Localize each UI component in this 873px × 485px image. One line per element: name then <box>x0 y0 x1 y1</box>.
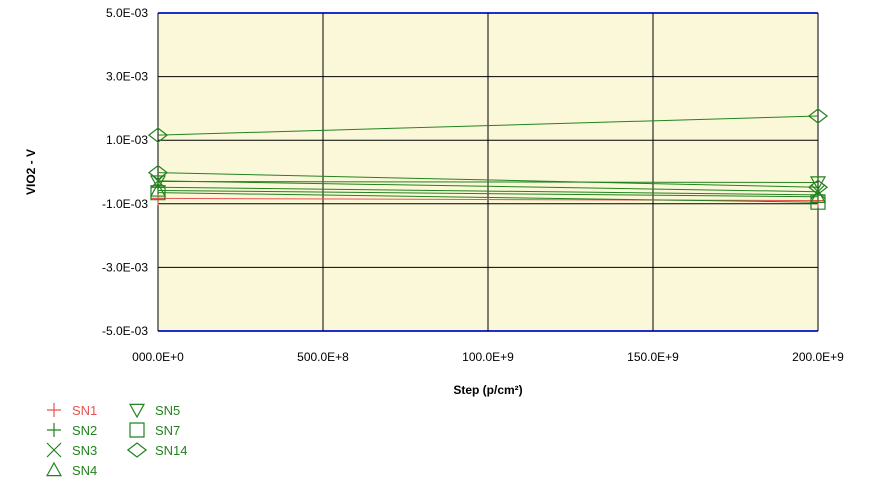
x-tick-labels: 000.0E+0 500.0E+8 100.0E+9 150.0E+9 200.0E+9 <box>132 350 844 364</box>
y-tick-label: -3.0E-03 <box>102 260 148 274</box>
series-line <box>157 115 819 136</box>
legend-label: SN5 <box>155 403 180 418</box>
data-point <box>147 127 169 143</box>
legend-item: SN7 <box>129 422 180 438</box>
series-line <box>157 180 819 193</box>
legend-marker <box>128 403 146 419</box>
legend-marker <box>47 423 61 437</box>
x-axis-title: Step (p/cm²) <box>453 383 522 397</box>
y-axis-title: VIO2 - V <box>24 149 38 195</box>
data-point <box>807 179 829 196</box>
series-line <box>157 172 819 188</box>
data-point <box>149 175 167 190</box>
legend-item: SN3 <box>46 442 97 458</box>
data-point <box>149 182 167 197</box>
legend-item: SN1 <box>47 403 97 418</box>
y-tick-label: 3.0E-03 <box>106 70 148 84</box>
legend-label: SN4 <box>72 463 97 478</box>
legend-label: SN2 <box>72 423 97 438</box>
legend-marker <box>46 442 62 458</box>
y-tick-label: -5.0E-03 <box>102 324 148 338</box>
series-group <box>147 108 829 210</box>
grid <box>157 12 819 332</box>
data-point <box>147 164 169 181</box>
series-line <box>157 186 819 196</box>
legend-marker <box>129 422 145 438</box>
y-tick-label: 1.0E-03 <box>106 133 148 147</box>
series-sn7 <box>150 185 826 210</box>
x-tick-label: 200.0E+9 <box>792 350 844 364</box>
legend-item: SN2 <box>47 423 97 438</box>
data-point <box>807 108 829 124</box>
y-tick-label: 5.0E-03 <box>106 6 148 20</box>
series-line <box>157 181 819 183</box>
series-line <box>157 192 819 203</box>
legend-item: SN4 <box>45 461 97 478</box>
data-point <box>810 194 826 210</box>
legend-item: SN5 <box>128 403 180 419</box>
series-sn4 <box>149 182 827 204</box>
series-unlabeled <box>147 164 829 196</box>
legend-marker <box>45 461 63 477</box>
x-tick-label: 100.0E+9 <box>462 350 514 364</box>
series-line <box>157 189 819 198</box>
data-point <box>150 185 166 201</box>
y-tick-label: -1.0E-03 <box>102 197 148 211</box>
legend-label: SN3 <box>72 443 97 458</box>
legend-marker <box>126 442 148 458</box>
series-sn14 <box>147 108 829 143</box>
y-tick-labels: 5.0E-03 3.0E-03 1.0E-03 -1.0E-03 -3.0E-03 -5.… <box>102 6 148 338</box>
x-tick-label: 000.0E+0 <box>132 350 184 364</box>
legend-label: SN1 <box>72 403 97 418</box>
legend-label: SN14 <box>155 443 188 458</box>
x-tick-label: 500.0E+8 <box>297 350 349 364</box>
legend-label: SN7 <box>155 423 180 438</box>
x-tick-label: 150.0E+9 <box>627 350 679 364</box>
legend-marker <box>47 403 61 417</box>
data-point <box>809 188 827 204</box>
legend-item: SN14 <box>126 442 188 458</box>
legend: SN1 SN2 SN3 SN4 SN5 SN7 SN14 <box>45 403 188 478</box>
